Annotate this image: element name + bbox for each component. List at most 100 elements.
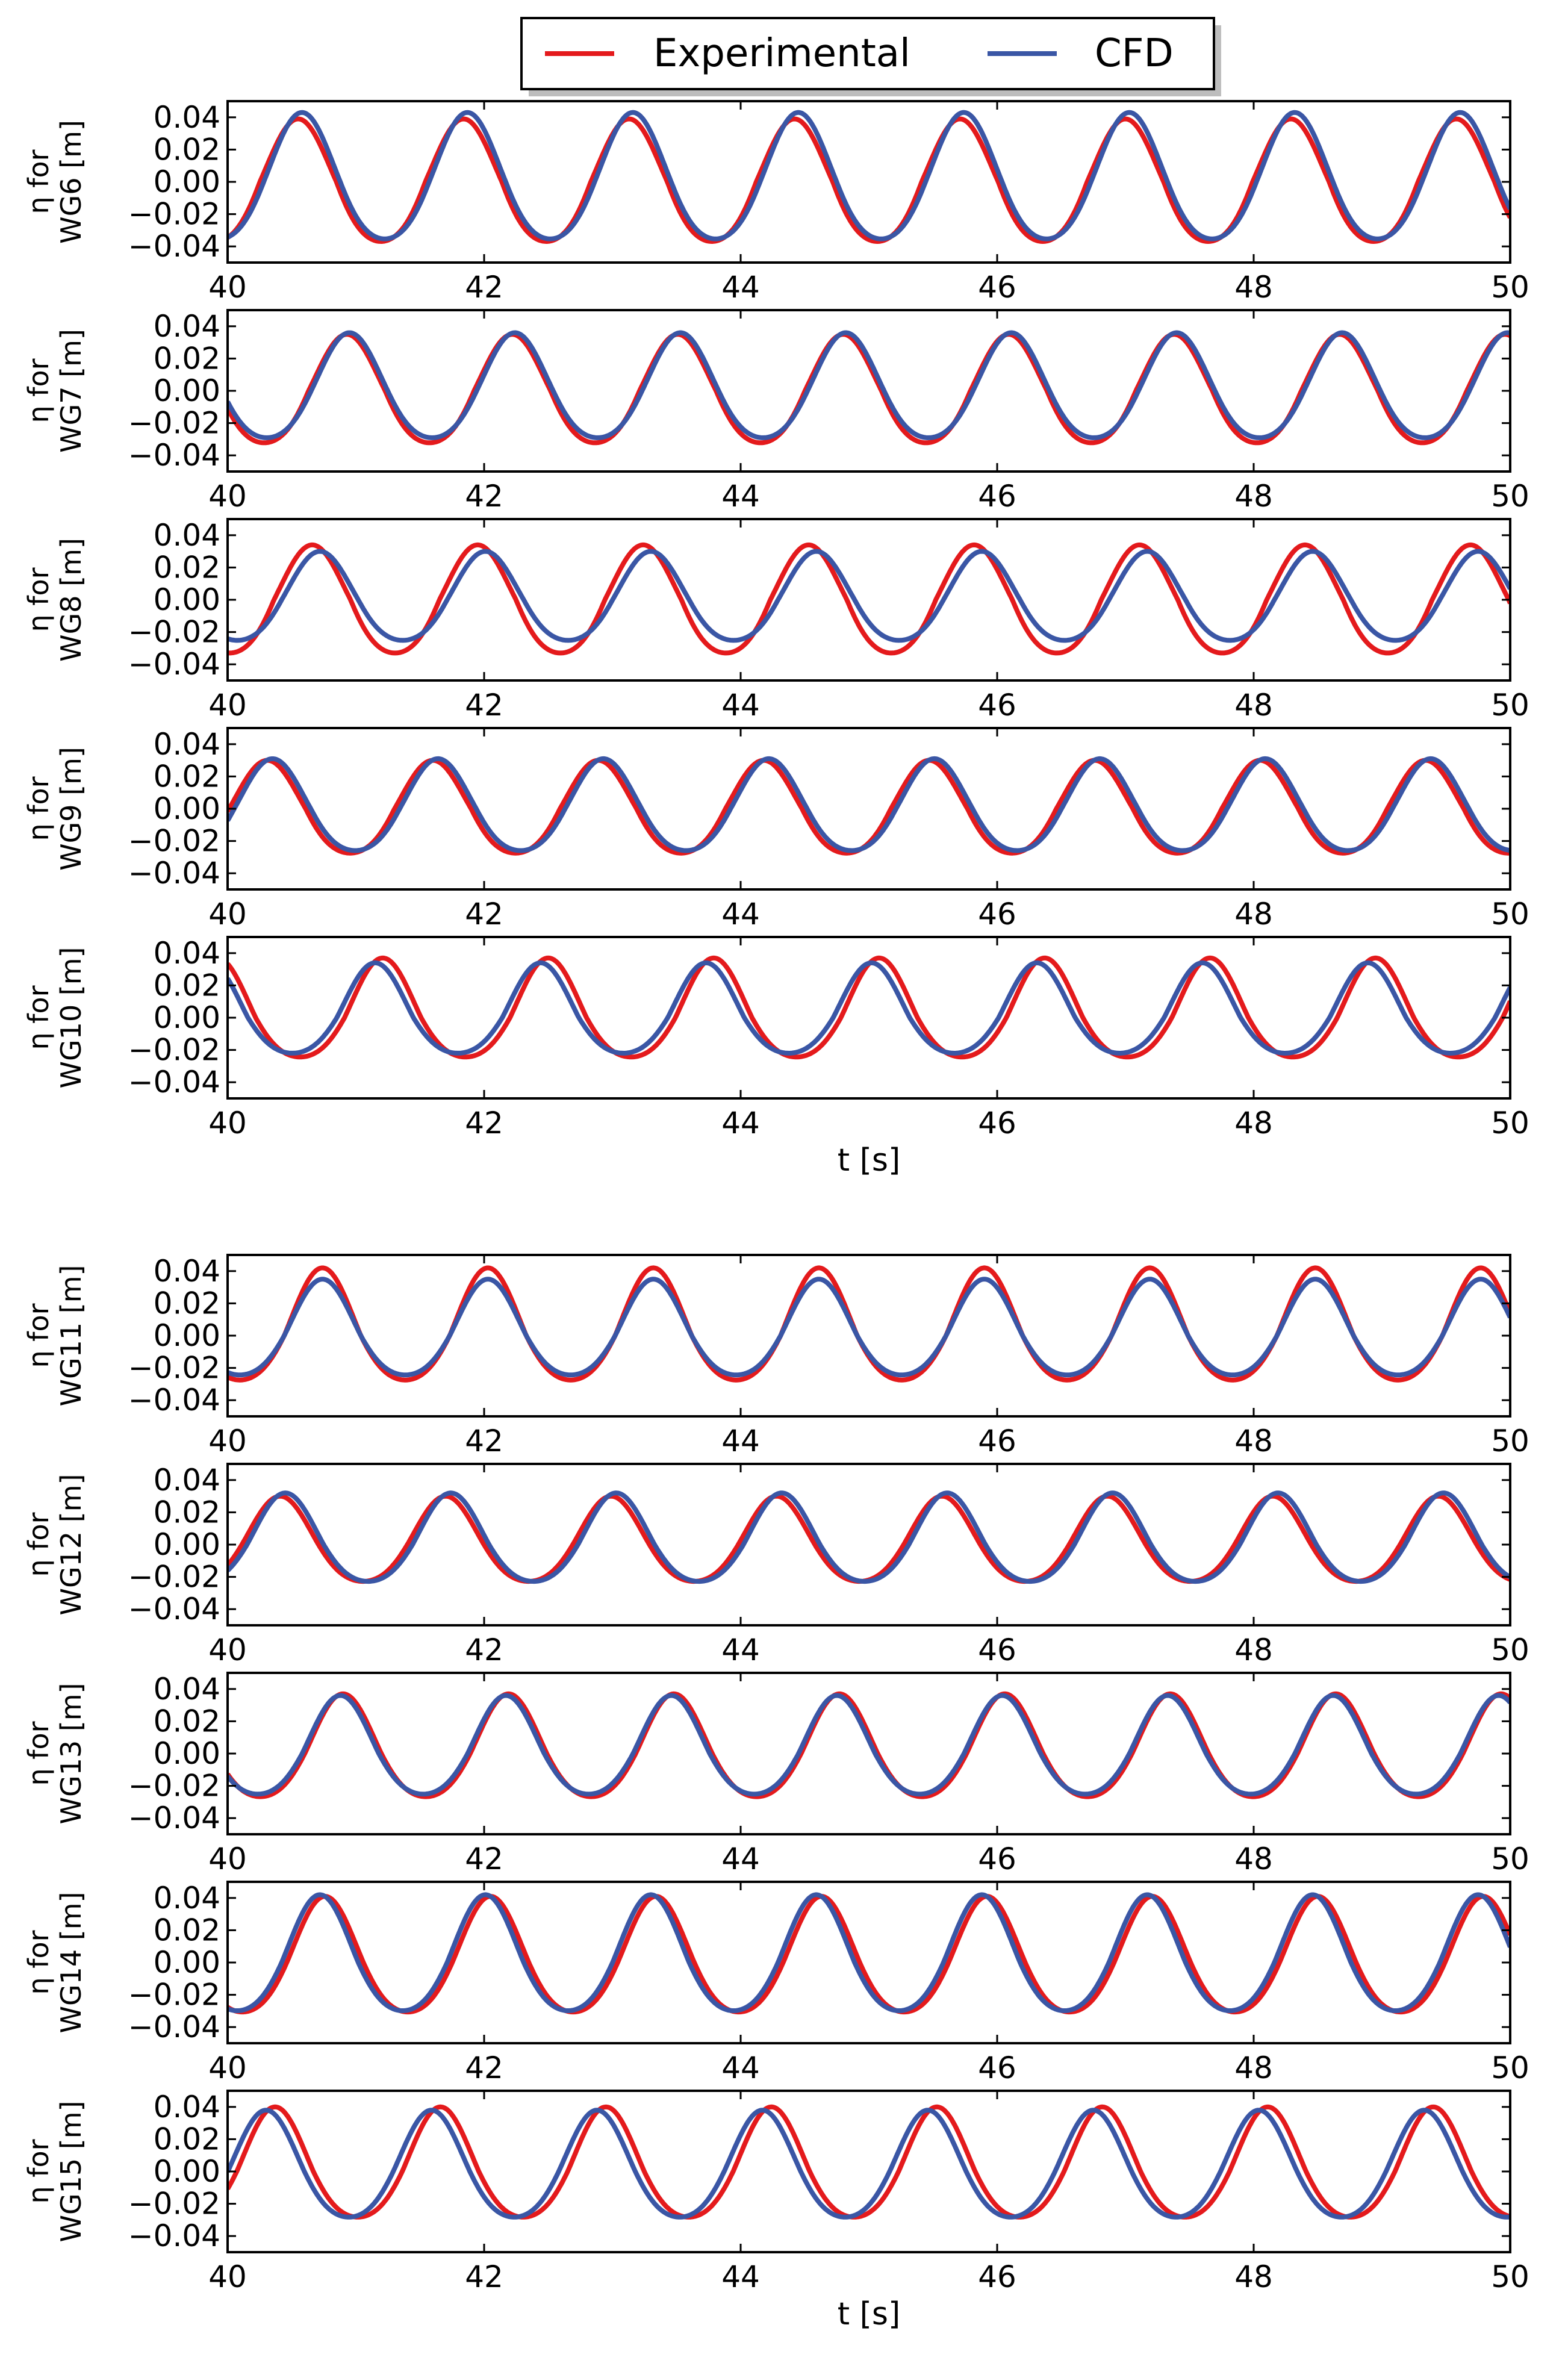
y-tick-label: −0.04 (128, 1592, 220, 1626)
y-axis-label-line1: η for (22, 1721, 55, 1785)
x-tick-label: 48 (1234, 479, 1273, 514)
y-tick-label: −0.02 (128, 197, 220, 232)
x-tick-label: 44 (721, 479, 760, 514)
y-tick-label: −0.04 (128, 229, 220, 264)
x-tick-label: 42 (465, 1424, 503, 1458)
y-axis-label-line2: WG9 [m] (55, 747, 87, 871)
x-tick-label: 40 (208, 1106, 247, 1141)
x-tick-label: 44 (721, 1841, 760, 1876)
x-tick-label: 40 (208, 2259, 247, 2294)
x-tick-label: 48 (1234, 1633, 1273, 1667)
y-tick-label: 0.00 (154, 1318, 220, 1353)
x-tick-label: 46 (978, 1106, 1016, 1141)
x-tick-label: 40 (208, 270, 247, 305)
y-axis-label-line1: η for (22, 149, 55, 214)
y-tick-label: 0.00 (154, 1527, 220, 1562)
y-axis-label-line1: η for (22, 776, 55, 841)
y-tick-label: −0.02 (128, 1769, 220, 1804)
y-tick-label: −0.02 (128, 615, 220, 650)
y-tick-label: 0.04 (154, 2090, 220, 2125)
series-cfd-line (228, 1693, 1510, 1797)
panel-wg11: 40 42 44 46 48 50 0.040.020.00−0.02−0.04 η for W… (22, 1254, 1529, 1458)
y-axis-label-line1: η for (22, 1303, 55, 1368)
series-group (228, 1490, 1510, 1584)
series-experimental-line (228, 2104, 1510, 2220)
series-cfd-line (228, 756, 1510, 853)
y-axis-label-line1: η for (22, 1930, 55, 1994)
y-tick-label: 0.04 (154, 1672, 220, 1707)
series-experimental-line (228, 1894, 1510, 2015)
y-tick-label: −0.04 (128, 1383, 220, 1418)
x-tick-label: 44 (721, 688, 760, 723)
y-tick-label: 0.02 (154, 1495, 220, 1530)
x-axis-label: t [s] (838, 2296, 901, 2332)
x-tick-label: 50 (1491, 1841, 1529, 1876)
x-tick-label: 42 (465, 897, 503, 932)
series-experimental-line (228, 1265, 1510, 1383)
legend: Experimental CFD (520, 17, 1221, 96)
x-tick-label: 44 (721, 1633, 760, 1667)
y-axis-label-line1: η for (22, 567, 55, 632)
y-tick-label: 0.04 (154, 100, 220, 135)
y-tick-label: 0.04 (154, 1881, 220, 1916)
x-tick-label: 44 (721, 1424, 760, 1458)
x-tick-label: 40 (208, 1633, 247, 1667)
x-tick-label: 50 (1491, 1633, 1529, 1667)
x-tick-label: 48 (1234, 1841, 1273, 1876)
y-axis-label-line1: η for (22, 985, 55, 1050)
x-tick-label: 48 (1234, 1424, 1273, 1458)
series-cfd-line (228, 1892, 1510, 2013)
y-tick-label: −0.02 (128, 824, 220, 859)
y-tick-label: 0.02 (154, 341, 220, 376)
plot-frame (226, 309, 1511, 473)
y-tick-label: 0.02 (154, 759, 220, 794)
series-experimental-line (228, 116, 1510, 244)
series-group (228, 2104, 1510, 2220)
panel-wg14: 40 42 44 46 48 50 0.040.020.00−0.02−0.04 η for W… (22, 1881, 1529, 2085)
y-axis-label-line1: η for (22, 1512, 55, 1577)
panels: 40 42 44 46 48 500.040.020.00−0.02−0.04η for W… (22, 100, 1529, 2332)
y-tick-label: 0.02 (154, 550, 220, 585)
x-tick-label: 50 (1491, 2259, 1529, 2294)
x-tick-label: 46 (978, 2050, 1016, 2085)
series-experimental-line (228, 955, 1510, 1060)
y-tick-label: 0.02 (154, 2121, 220, 2156)
series-experimental-line (228, 332, 1510, 446)
y-tick-label: 0.00 (154, 582, 220, 617)
x-tick-label: 50 (1491, 1106, 1529, 1141)
y-tick-label: −0.02 (128, 406, 220, 441)
x-tick-label: 42 (465, 2259, 503, 2294)
y-tick-label: 0.02 (154, 132, 220, 167)
panel-wg10: 40 42 44 46 48 50 0.040.020.00−0.02−0.04 η for W… (22, 936, 1529, 1178)
x-tick-label: 46 (978, 1424, 1016, 1458)
series-experimental-line (228, 542, 1510, 656)
y-tick-label: 0.00 (154, 1000, 220, 1035)
series-experimental-line (228, 1493, 1510, 1584)
y-tick-label: 0.00 (154, 2154, 220, 2189)
x-tick-label: 40 (208, 1424, 247, 1458)
y-tick-label: 0.04 (154, 1254, 220, 1289)
x-tick-label: 46 (978, 479, 1016, 514)
x-tick-label: 42 (465, 2050, 503, 2085)
y-tick-label: 0.04 (154, 309, 220, 344)
y-tick-label: −0.04 (128, 438, 220, 473)
y-tick-label: −0.04 (128, 2009, 220, 2044)
series-group (228, 1892, 1510, 2015)
series-group (228, 955, 1510, 1060)
x-tick-label: 48 (1234, 2259, 1273, 2294)
y-axis-label-line2: WG8 [m] (55, 538, 87, 662)
x-tick-label: 42 (465, 479, 503, 514)
x-tick-label: 40 (208, 479, 247, 514)
x-tick-label: 44 (721, 1106, 760, 1141)
y-tick-label: −0.04 (128, 647, 220, 682)
x-tick-label: 46 (978, 688, 1016, 723)
series-group (228, 110, 1510, 244)
x-tick-label: 44 (721, 897, 760, 932)
y-tick-label: 0.00 (154, 373, 220, 408)
y-axis-label-line1: η for (22, 2139, 55, 2203)
y-axis-label-line2: WG6 [m] (55, 120, 87, 244)
y-tick-label: −0.04 (128, 1065, 220, 1100)
x-tick-label: 50 (1491, 1424, 1529, 1458)
y-tick-label: 0.00 (154, 164, 220, 199)
